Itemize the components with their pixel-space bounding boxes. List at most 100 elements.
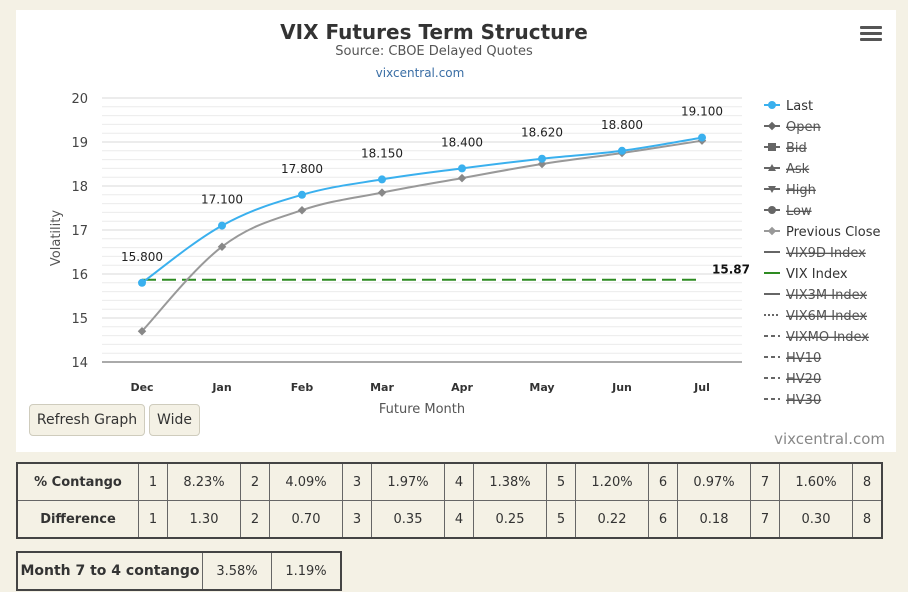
month-contango-row: Month 7 to 4 contango 3.58% 1.19%: [16, 551, 342, 591]
legend-item[interactable]: HV10: [764, 351, 821, 366]
value-cell: 0.22: [575, 500, 649, 539]
last-point: [538, 154, 546, 163]
chart-credit[interactable]: vixcentral.com: [774, 430, 885, 448]
y-axis-label: Volatility: [49, 210, 64, 266]
refresh-graph-button[interactable]: Refresh Graph: [29, 404, 145, 436]
hamburger-menu-icon[interactable]: [860, 24, 882, 42]
month-contango-table: Month 7 to 4 contango 3.58% 1.19%: [16, 551, 342, 591]
month-index-cell: 7: [750, 500, 780, 539]
legend-label: HV10: [786, 351, 821, 366]
legend-label: VIXMO Index: [786, 330, 869, 345]
month-index-cell: 8: [852, 500, 883, 539]
legend-item[interactable]: HV30: [764, 393, 821, 408]
legend-marker: [767, 121, 777, 131]
value-cell: 0.70: [269, 500, 343, 539]
legend-item[interactable]: VIX6M Index: [764, 309, 867, 324]
month-index-cell: 4: [444, 500, 474, 539]
wide-button[interactable]: Wide: [149, 404, 200, 436]
last-data-label: 18.800: [601, 118, 643, 132]
row-label: Difference: [16, 500, 139, 539]
previous-close-line: [141, 139, 703, 332]
legend-label: VIX6M Index: [786, 309, 867, 324]
x-tick-label: Jun: [611, 381, 632, 394]
legend-marker: [768, 143, 776, 151]
legend-marker: [768, 206, 776, 214]
month-contango-value: 3.58%: [202, 551, 272, 591]
value-cell: 1.38%: [473, 462, 547, 501]
month-index-cell: 5: [546, 462, 576, 501]
legend-item[interactable]: Low: [764, 204, 812, 219]
legend-label: Open: [786, 120, 821, 135]
x-tick-label: Dec: [130, 381, 153, 394]
month-index-cell: 4: [444, 462, 474, 501]
last-data-label: 18.400: [441, 135, 483, 149]
chart-panel: VIX Futures Term Structure Source: CBOE D…: [16, 10, 896, 452]
last-point: [138, 278, 146, 287]
month-index-cell: 1: [138, 462, 168, 501]
legend-item[interactable]: Last: [764, 99, 813, 114]
legend-label: VIX9D Index: [786, 246, 866, 261]
month-index-cell: 3: [342, 500, 372, 539]
contango-table: % Contango 1 8.23% 2 4.09% 3 1.97% 4 1.38% 5 1.20%…: [16, 462, 883, 539]
legend-label: Previous Close: [786, 225, 881, 240]
x-tick-label: Apr: [451, 381, 473, 394]
last-data-label: 18.150: [361, 146, 403, 160]
last-line: [141, 136, 703, 284]
legend-item[interactable]: VIX Index: [764, 267, 848, 282]
last-point: [458, 164, 466, 173]
legend-item[interactable]: High: [764, 183, 816, 198]
chart-subtitle: Source: CBOE Delayed Quotes: [335, 44, 533, 59]
last-point: [378, 175, 386, 184]
month-index-cell: 1: [138, 500, 168, 539]
legend-item[interactable]: Ask: [764, 162, 810, 177]
last-data-label: 19.100: [681, 105, 723, 119]
legend-item[interactable]: VIXMO Index: [764, 330, 869, 345]
last-data-label: 17.100: [201, 193, 243, 207]
x-tick-label: Jan: [211, 381, 231, 394]
vix-index-data-label: 15.87: [712, 263, 750, 277]
y-tick-label: 14: [71, 356, 88, 371]
legend-item[interactable]: VIX9D Index: [764, 246, 866, 261]
last-data-label: 15.800: [121, 250, 163, 264]
y-tick-label: 17: [71, 224, 88, 239]
value-cell: 4.09%: [269, 462, 343, 501]
legend-item[interactable]: Bid: [764, 141, 807, 156]
chart-title: VIX Futures Term Structure: [280, 20, 588, 44]
table-row: % Contango 1 8.23% 2 4.09% 3 1.97% 4 1.38% 5 1.20%…: [16, 462, 883, 501]
previous-close-point: [457, 173, 467, 183]
legend-item[interactable]: HV20: [764, 372, 821, 387]
month-index-cell: 6: [648, 462, 678, 501]
month-index-cell: 7: [750, 462, 780, 501]
legend-marker: [768, 101, 776, 109]
y-tick-label: 19: [71, 136, 88, 151]
month-index-cell: 6: [648, 500, 678, 539]
value-cell: 8.23%: [167, 462, 241, 501]
source-link[interactable]: vixcentral.com: [376, 66, 465, 80]
last-point: [618, 146, 626, 155]
value-cell: 0.30: [779, 500, 853, 539]
month-index-cell: 3: [342, 462, 372, 501]
last-data-label: 18.620: [521, 126, 563, 140]
last-point: [298, 190, 306, 199]
legend-label: VIX Index: [786, 267, 848, 282]
value-cell: 0.25: [473, 500, 547, 539]
legend-label: Ask: [786, 162, 810, 177]
x-tick-label: Jul: [693, 381, 710, 394]
legend-label: High: [786, 183, 816, 198]
value-cell: 1.20%: [575, 462, 649, 501]
x-axis-label: Future Month: [379, 402, 465, 417]
x-tick-label: May: [529, 381, 554, 394]
y-tick-label: 15: [71, 312, 88, 327]
legend-label: VIX3M Index: [786, 288, 867, 303]
legend-item[interactable]: VIX3M Index: [764, 288, 867, 303]
value-cell: 0.18: [677, 500, 751, 539]
legend-item[interactable]: Open: [764, 120, 821, 135]
legend-item[interactable]: Previous Close: [764, 225, 881, 240]
legend-label: Last: [786, 99, 813, 114]
month-index-cell: 8: [852, 462, 883, 501]
x-tick-label: Feb: [291, 381, 314, 394]
legend-label: HV30: [786, 393, 821, 408]
month-index-cell: 2: [240, 500, 270, 539]
month-contango-label: Month 7 to 4 contango: [16, 551, 203, 591]
